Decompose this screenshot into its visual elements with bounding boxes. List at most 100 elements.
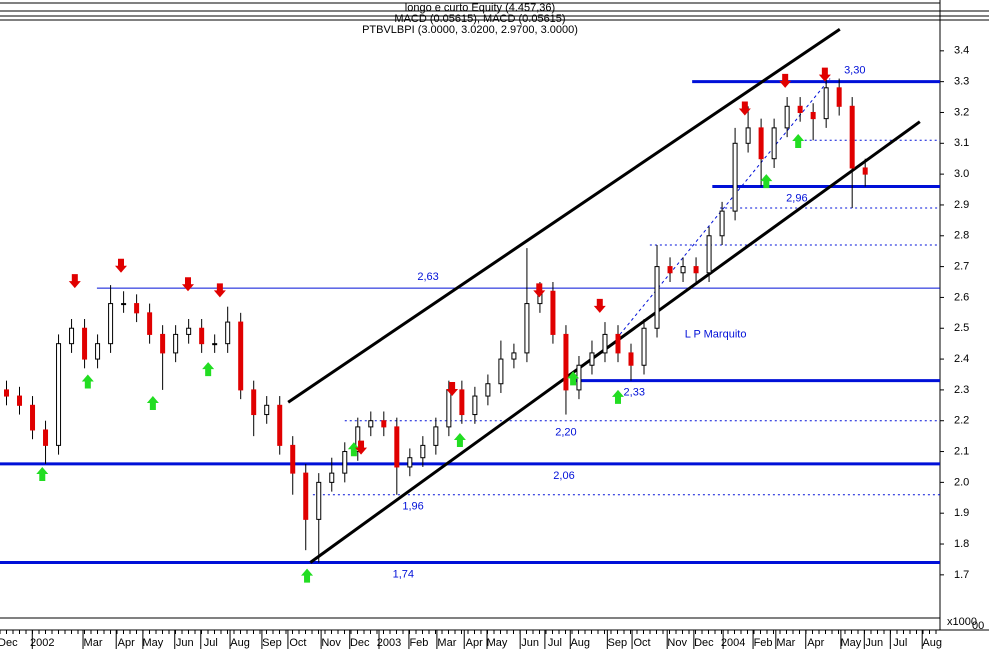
sell-arrow xyxy=(779,73,792,88)
candle-body xyxy=(602,333,608,354)
x-tick-label: 2002 xyxy=(30,637,54,649)
candle-body xyxy=(485,383,491,397)
buy-arrow xyxy=(453,433,466,448)
candle-body xyxy=(355,426,361,453)
candle-body xyxy=(212,343,218,346)
candle-body xyxy=(407,457,413,468)
candle-body xyxy=(342,451,348,474)
level-label: 3,30 xyxy=(844,65,865,77)
candle-body xyxy=(446,389,452,428)
buy-arrow xyxy=(792,134,805,149)
sell-arrow xyxy=(68,274,81,289)
candle-body xyxy=(732,142,738,212)
buy-arrow xyxy=(36,466,49,481)
candle-body xyxy=(30,404,36,431)
candle-body xyxy=(524,303,530,354)
candle-body xyxy=(472,395,478,416)
x-tick-label: Apr xyxy=(466,637,483,649)
header-text: PTBVLBPI (3.0000, 3.0200, 2.9700, 3.0000… xyxy=(362,24,578,36)
x-tick-label: Jun xyxy=(176,637,194,649)
x-tick-label: 2004 xyxy=(721,637,745,649)
level-label: 2,06 xyxy=(553,470,574,482)
x-tick-label: Dec xyxy=(0,637,18,649)
y-tick-label: 3.3 xyxy=(954,76,969,88)
candle-body xyxy=(82,327,88,360)
candle-body xyxy=(108,303,114,345)
candle-body xyxy=(56,343,62,446)
y-tick-label: 2.1 xyxy=(954,445,969,457)
y-tick-label: 2.8 xyxy=(954,230,969,242)
y-tick-label: 3.0 xyxy=(954,168,969,180)
x-tick-label: Mar xyxy=(776,637,795,649)
x-tick-label: Aug xyxy=(922,637,942,649)
y-tick-label: 1.7 xyxy=(954,569,969,581)
x-tick-label: Nov xyxy=(321,637,341,649)
buy-arrow xyxy=(81,374,94,389)
level-label: 2,96 xyxy=(786,192,807,204)
x-tick-label: Dec xyxy=(694,637,714,649)
candle-body xyxy=(823,87,829,120)
candle-body xyxy=(550,290,556,335)
annotation: L P Marquito xyxy=(685,328,747,340)
x-tick-label: Nov xyxy=(667,637,687,649)
sell-arrow xyxy=(738,101,751,116)
sell-arrow xyxy=(593,298,606,313)
x-tick-label: Feb xyxy=(754,637,773,649)
sell-arrow xyxy=(818,67,831,82)
candle-body xyxy=(693,266,699,274)
candle-body xyxy=(797,105,803,113)
buy-arrow xyxy=(760,174,773,189)
y-tick-label: 1.9 xyxy=(954,507,969,519)
x-tick-label: May xyxy=(142,637,163,649)
sell-arrow xyxy=(533,283,546,298)
buy-arrow xyxy=(347,442,360,457)
y-tick-label: 3.4 xyxy=(954,45,969,57)
level-label: 2,63 xyxy=(417,271,438,283)
sell-arrow xyxy=(355,440,368,455)
x-tick-label: Dec xyxy=(350,637,370,649)
candle-body xyxy=(173,333,179,354)
candle-body xyxy=(654,266,660,329)
candle-body xyxy=(849,105,855,169)
candle-body xyxy=(316,481,322,520)
candle-body xyxy=(511,352,517,360)
candle-body xyxy=(381,420,387,428)
candle-body xyxy=(758,127,764,160)
level-label: 2,20 xyxy=(555,427,576,439)
y-tick-label: 2.7 xyxy=(954,261,969,273)
y-tick-label: 2.3 xyxy=(954,384,969,396)
candle-body xyxy=(433,426,439,446)
trend-line xyxy=(309,120,921,564)
buy-arrow xyxy=(567,371,580,386)
candle-body xyxy=(43,429,49,446)
candle-body xyxy=(771,127,777,160)
candle-body xyxy=(862,167,868,175)
level-label: 2,33 xyxy=(624,387,645,399)
x-tick-label: May xyxy=(840,637,861,649)
candle-body xyxy=(836,87,842,107)
x-tick-label: May xyxy=(487,637,508,649)
volume-tick: 00 xyxy=(972,620,984,632)
sell-arrow xyxy=(114,258,127,273)
sell-arrow xyxy=(446,382,459,397)
x-tick-label: 2003 xyxy=(377,637,401,649)
x-tick-label: Jun xyxy=(521,637,539,649)
x-tick-label: Jul xyxy=(204,637,218,649)
buy-arrow xyxy=(146,396,159,411)
candle-body xyxy=(199,327,205,345)
candle-body xyxy=(706,235,712,274)
x-tick-label: Oct xyxy=(289,637,306,649)
y-tick-label: 1.8 xyxy=(954,538,969,550)
y-tick-label: 2.9 xyxy=(954,199,969,211)
candle-body xyxy=(4,389,10,397)
y-tick-label: 3.2 xyxy=(954,106,969,118)
candle-body xyxy=(69,327,75,345)
x-tick-label: Jun xyxy=(865,637,883,649)
candle-body xyxy=(680,266,686,274)
candle-body xyxy=(589,352,595,366)
candle-body xyxy=(810,111,816,120)
x-tick-label: Sep xyxy=(262,637,282,649)
buy-arrow xyxy=(202,362,215,377)
candle-body xyxy=(615,333,621,354)
candle-body xyxy=(719,210,725,237)
